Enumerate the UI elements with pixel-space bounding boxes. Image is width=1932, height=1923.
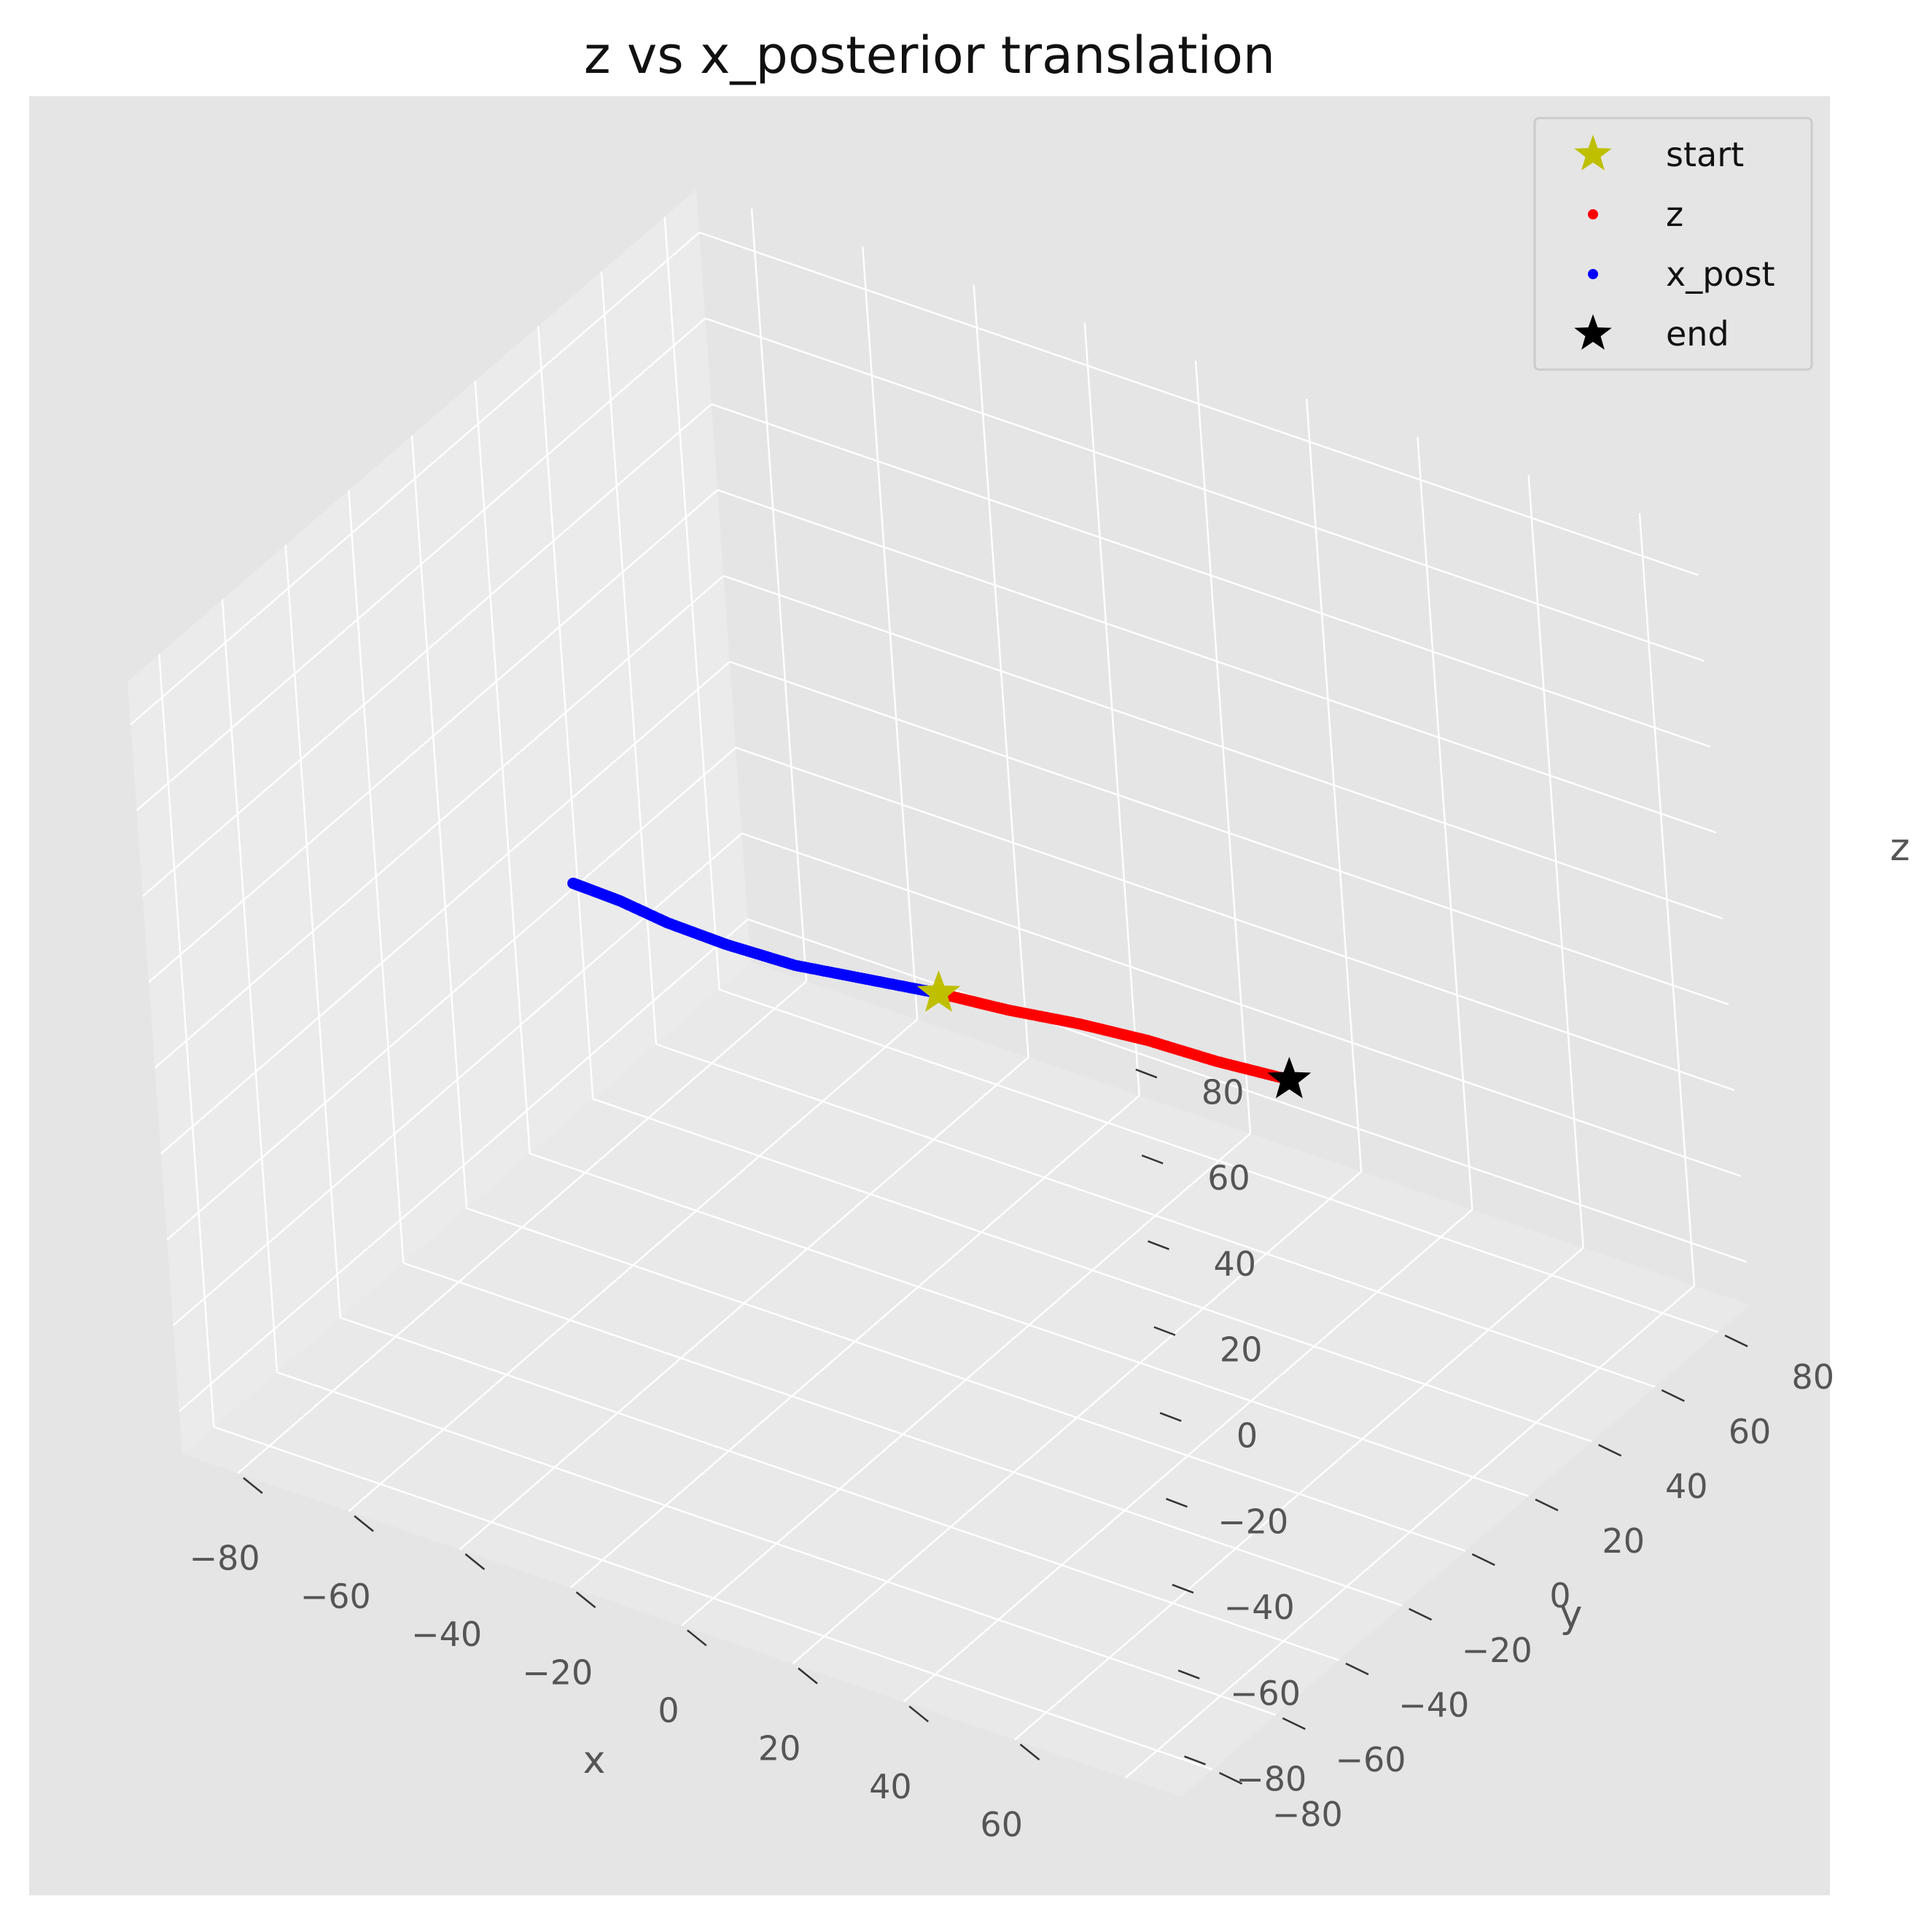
z-tick-label: −20 <box>1218 1502 1288 1541</box>
x-tick-label: −60 <box>300 1577 371 1616</box>
z-tick <box>1184 1755 1206 1766</box>
z-tick <box>1159 1412 1182 1422</box>
left-grid-z <box>136 317 706 811</box>
y-tick <box>1345 1662 1369 1676</box>
back-grid-z <box>698 231 1699 577</box>
x-tick-label: 20 <box>758 1729 801 1768</box>
x-tick <box>908 1705 929 1723</box>
x-tick-label: −40 <box>411 1615 482 1654</box>
z-tick <box>1153 1326 1176 1336</box>
x-tick <box>243 1477 263 1494</box>
x-axis-label: x <box>583 1739 606 1782</box>
y-tick <box>1661 1389 1685 1403</box>
start-marker <box>916 970 961 1012</box>
y-tick-label: −80 <box>1272 1795 1343 1834</box>
z-tick-label: 20 <box>1220 1330 1263 1370</box>
x-tick-label: −80 <box>190 1539 260 1578</box>
z-tick-label: 0 <box>1236 1416 1258 1456</box>
y-tick-label: 80 <box>1791 1357 1834 1397</box>
end-marker <box>1267 1056 1312 1099</box>
legend-label-end: end <box>1666 314 1729 354</box>
z-tick <box>1141 1154 1164 1165</box>
z-tick <box>1172 1583 1194 1594</box>
chart-title: z vs x_posterior translation <box>584 26 1275 85</box>
y-tick-label: 40 <box>1665 1467 1708 1506</box>
x-tick <box>798 1667 818 1685</box>
floor-grid-y <box>655 1043 1656 1388</box>
z-tick-label: 60 <box>1207 1158 1250 1198</box>
y-tick <box>1282 1717 1306 1731</box>
legend-marker-z <box>1588 209 1598 219</box>
legend-marker-x-post <box>1588 269 1598 279</box>
x-tick <box>464 1553 486 1570</box>
legend-label-z: z <box>1666 195 1683 234</box>
back-grid-z <box>705 317 1705 662</box>
legend-marker-end <box>1574 314 1612 350</box>
x-tick <box>354 1515 374 1532</box>
axes-ticks: −80 −60 −40 −20 0 20 40 60 −80 −60 −40 −20 0 20 40 60 80… <box>190 1069 1834 1844</box>
y-tick-label: −60 <box>1335 1740 1406 1779</box>
x-tick-label: 40 <box>869 1767 912 1806</box>
y-tick <box>1598 1443 1622 1457</box>
y-tick <box>1219 1771 1243 1785</box>
y-tick-label: −20 <box>1462 1631 1532 1670</box>
x-tick <box>1019 1744 1040 1760</box>
z-tick <box>1177 1669 1200 1680</box>
y-tick <box>1471 1553 1495 1567</box>
z-tick <box>1166 1497 1188 1508</box>
floor-grid-y <box>719 988 1719 1333</box>
z-axis-label: z <box>1890 826 1909 870</box>
plot-data <box>567 877 1312 1099</box>
x-tick-label: 0 <box>658 1691 679 1731</box>
y-tick-label: 0 <box>1549 1576 1570 1615</box>
left-grid-z <box>130 231 700 725</box>
legend-frame <box>1533 117 1813 371</box>
x-tick-label: 60 <box>980 1805 1023 1844</box>
y-tick <box>1724 1334 1748 1348</box>
z-tick <box>1135 1069 1158 1079</box>
y-axis-label: y <box>1560 1593 1583 1637</box>
legend-label-x-post: x_post <box>1666 254 1775 294</box>
z-tick-label: −60 <box>1230 1674 1301 1713</box>
legend-marker-start <box>1574 135 1612 171</box>
y-tick-label: −40 <box>1398 1685 1469 1725</box>
y-tick <box>1535 1498 1559 1512</box>
left-grid-y <box>663 217 720 990</box>
data-point <box>567 877 579 889</box>
z-tick <box>1148 1240 1169 1250</box>
legend-label-start: start <box>1666 135 1744 174</box>
axes-grid <box>130 208 1748 1779</box>
floor-grid-x <box>1125 1284 1695 1779</box>
y-tick-label: 60 <box>1729 1412 1772 1451</box>
y-tick <box>1409 1607 1433 1621</box>
z-tick-label: −80 <box>1236 1760 1306 1799</box>
x-tick <box>575 1591 596 1609</box>
z-tick-label: 40 <box>1214 1244 1257 1284</box>
y-tick-label: 20 <box>1602 1521 1645 1561</box>
z-tick-label: −40 <box>1224 1588 1295 1627</box>
x-tick <box>687 1629 707 1647</box>
z-tick-label: 80 <box>1201 1072 1244 1112</box>
x-tick-label: −20 <box>522 1653 593 1692</box>
back-grid-x <box>1638 512 1696 1286</box>
